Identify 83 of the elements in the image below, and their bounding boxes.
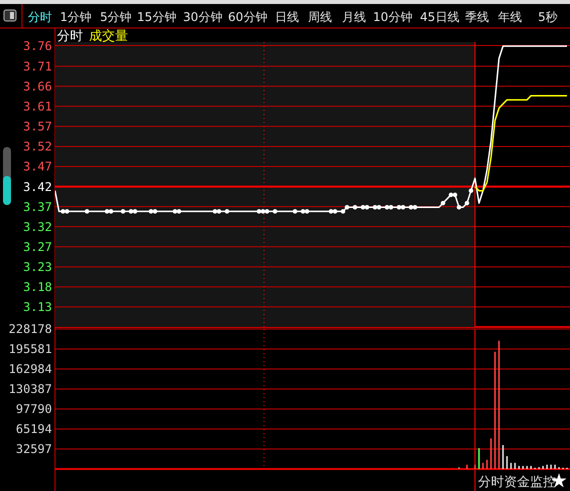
point: [152, 209, 158, 214]
line-series: [474, 94, 568, 192]
text: 季线: [465, 10, 489, 24]
point: [344, 204, 350, 210]
point: [60, 209, 66, 214]
point: [64, 209, 70, 214]
point: [224, 209, 230, 214]
y-tick-label: 3.42: [23, 180, 52, 194]
point: [340, 209, 346, 214]
y-tick-label: 65194: [16, 422, 52, 436]
y-tick-label: 3.71: [23, 59, 52, 74]
point: [332, 209, 338, 214]
point: [216, 209, 222, 214]
point: [388, 204, 394, 210]
point: [360, 204, 366, 210]
text: 周线: [308, 10, 332, 24]
point: [212, 209, 218, 214]
point: [384, 204, 390, 210]
y-tick-label: 162984: [8, 362, 52, 376]
point: [328, 209, 334, 214]
text: 分时: [28, 10, 52, 24]
text: 60分钟: [228, 10, 268, 24]
text: 1分钟: [60, 10, 92, 24]
point: [440, 200, 446, 206]
y-tick-label: 32597: [16, 442, 52, 456]
point: [372, 204, 378, 210]
y-tick-label: 3.61: [23, 100, 52, 114]
y-tick-label: 3.32: [23, 220, 52, 234]
point: [264, 209, 270, 214]
point: [292, 209, 298, 214]
point: [260, 209, 266, 214]
point: [396, 204, 402, 210]
point: [272, 209, 278, 214]
y-tick-label: 3.13: [23, 300, 52, 314]
point: [408, 204, 414, 210]
point: [452, 192, 458, 198]
y-tick-label: 195581: [8, 342, 52, 356]
point: [256, 209, 262, 214]
y-tick-label: 3.52: [23, 140, 52, 154]
point: [468, 188, 474, 193]
point: [400, 204, 406, 210]
point: [304, 209, 310, 214]
point: [108, 209, 114, 214]
y-tick-label: 228178: [8, 322, 52, 336]
point: [448, 192, 454, 198]
text: 5秒: [538, 10, 558, 24]
point: [176, 209, 182, 214]
y-tick-label: 3.76: [23, 38, 52, 53]
y-tick-label: 3.57: [23, 120, 52, 134]
point: [464, 200, 470, 206]
point: [456, 204, 462, 210]
text: 5分钟: [100, 10, 132, 24]
chart-subtitle: 成交量: [89, 28, 128, 44]
text: 45日线: [420, 10, 460, 24]
text: 日线: [275, 10, 299, 24]
point: [104, 209, 110, 214]
y-tick-label: 3.27: [23, 240, 52, 254]
y-tick-label: 3.37: [23, 200, 52, 214]
point: [172, 209, 178, 214]
point: [412, 204, 418, 210]
text: 15分钟: [137, 10, 176, 24]
text: 年线: [498, 10, 522, 24]
point: [128, 209, 134, 214]
y-tick-label: 3.23: [23, 260, 52, 274]
line-series: [55, 45, 568, 212]
text: 分时资金监控: [478, 475, 556, 490]
point: [364, 204, 370, 210]
y-tick-label: 3.47: [23, 160, 52, 174]
y-tick-label: 3.18: [23, 280, 52, 294]
point: [300, 209, 306, 214]
text: 10分钟: [373, 10, 412, 24]
text: 月线: [342, 10, 366, 24]
point: [352, 204, 358, 210]
y-tick-label: 97790: [16, 402, 52, 416]
y-tick-label: 130387: [8, 382, 52, 396]
y-tick-label: 3.66: [23, 79, 52, 94]
chart-title: 分时: [57, 29, 83, 44]
point: [120, 209, 126, 214]
point: [132, 209, 138, 214]
point: [148, 209, 154, 214]
point: [376, 204, 382, 210]
text: 30分钟: [183, 10, 222, 24]
point: [84, 209, 90, 214]
